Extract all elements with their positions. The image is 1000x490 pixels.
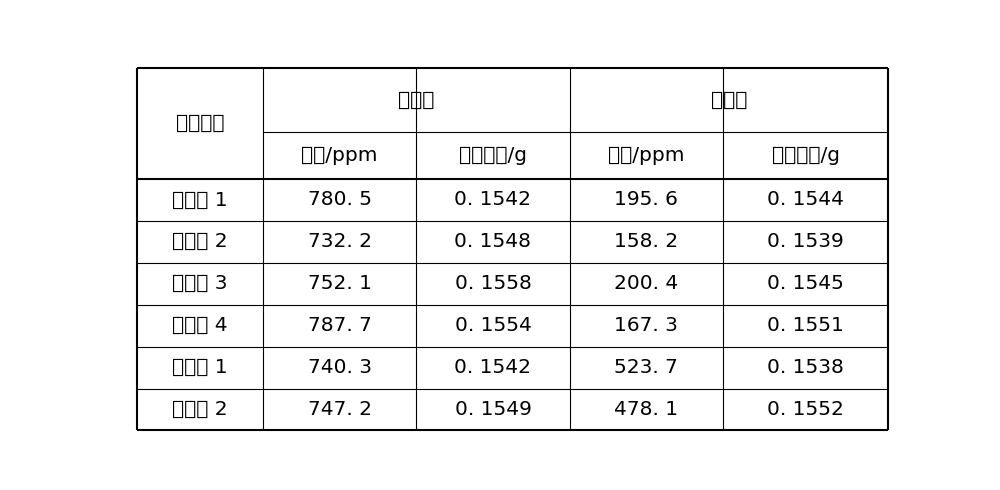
- Text: 实施例 2: 实施例 2: [172, 232, 228, 251]
- Text: 747. 2: 747. 2: [308, 400, 372, 419]
- Text: 752. 1: 752. 1: [308, 274, 372, 294]
- Text: 水分/ppm: 水分/ppm: [301, 146, 378, 165]
- Text: 水分/ppm: 水分/ppm: [608, 146, 685, 165]
- Text: 0. 1549: 0. 1549: [455, 400, 531, 419]
- Text: 740. 3: 740. 3: [308, 358, 372, 377]
- Text: 478. 1: 478. 1: [614, 400, 678, 419]
- Text: 0. 1542: 0. 1542: [454, 358, 531, 377]
- Text: 0. 1539: 0. 1539: [767, 232, 844, 251]
- Text: 0. 1551: 0. 1551: [767, 316, 844, 335]
- Text: 158. 2: 158. 2: [614, 232, 678, 251]
- Text: 实施例 1: 实施例 1: [172, 191, 228, 210]
- Text: 0. 1538: 0. 1538: [767, 358, 844, 377]
- Text: 对比例 2: 对比例 2: [172, 400, 228, 419]
- Text: 0. 1544: 0. 1544: [767, 191, 844, 210]
- Text: 0. 1548: 0. 1548: [454, 232, 531, 251]
- Text: 167. 3: 167. 3: [614, 316, 678, 335]
- Text: 780. 5: 780. 5: [308, 191, 372, 210]
- Text: 对比例 1: 对比例 1: [172, 358, 228, 377]
- Text: 实施例 3: 实施例 3: [172, 274, 228, 294]
- Text: 取样质量/g: 取样质量/g: [772, 146, 840, 165]
- Text: 烘烤前: 烘烤前: [398, 91, 434, 110]
- Text: 实施例 4: 实施例 4: [172, 316, 228, 335]
- Text: 0. 1552: 0. 1552: [767, 400, 844, 419]
- Text: 0. 1554: 0. 1554: [455, 316, 531, 335]
- Text: 787. 7: 787. 7: [308, 316, 372, 335]
- Text: 732. 2: 732. 2: [308, 232, 372, 251]
- Text: 0. 1545: 0. 1545: [767, 274, 844, 294]
- Text: 523. 7: 523. 7: [614, 358, 678, 377]
- Text: 取样质量/g: 取样质量/g: [459, 146, 527, 165]
- Text: 方案编号: 方案编号: [176, 114, 224, 133]
- Text: 0. 1558: 0. 1558: [455, 274, 531, 294]
- Text: 0. 1542: 0. 1542: [454, 191, 531, 210]
- Text: 200. 4: 200. 4: [614, 274, 678, 294]
- Text: 195. 6: 195. 6: [614, 191, 678, 210]
- Text: 烘烤后: 烘烤后: [711, 91, 747, 110]
